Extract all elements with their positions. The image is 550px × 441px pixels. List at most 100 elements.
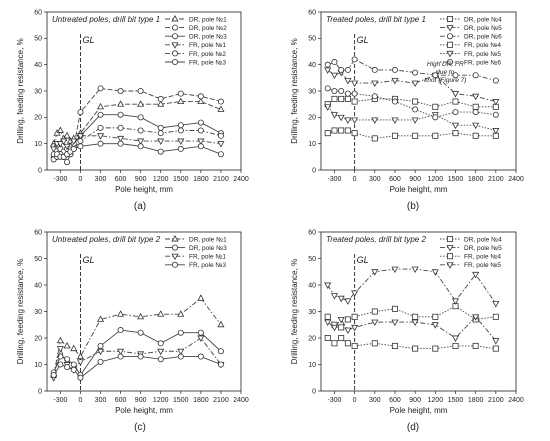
data-point [371,93,378,100]
chart-title: Untreated poles, drill bit type 1 [52,15,160,24]
data-point [157,340,164,347]
x-tick-label: 2400 [233,176,249,183]
ground-level-label: GL [357,255,369,265]
ground-level-label: GL [82,255,94,265]
data-point [452,72,459,79]
data-point [324,319,332,327]
data-point [50,372,57,379]
data-point [117,135,125,143]
data-point [137,114,144,121]
x-tick-label: 900 [409,397,421,404]
data-point [330,112,338,119]
legend-marker [171,42,179,49]
x-tick-label: 0 [353,397,357,404]
data-point [330,324,338,332]
data-point [76,133,84,140]
y-tick-label: 0 [312,167,316,174]
legend-entry: DR, pole №3 [189,34,227,41]
data-point [76,359,84,366]
x-tick-label: 300 [369,176,381,183]
data-point [451,91,460,98]
data-point [492,313,499,320]
legend-marker [171,50,178,57]
data-point [371,269,379,276]
series-line [53,101,222,144]
legend-entry: DR, pole №4 [464,16,502,23]
data-point [117,353,124,360]
y-tick-label: 30 [308,309,316,316]
data-point [411,117,419,124]
legend-entry: DR, pole №5 [464,245,502,252]
data-point [70,138,78,145]
y-tick-label: 60 [34,229,42,236]
panel-label: (d) [407,422,419,433]
x-tick-label: 1800 [468,176,484,183]
series-6 [50,140,224,160]
x-tick-label: 2400 [233,397,249,404]
data-point [351,56,358,63]
x-tick-label: 1200 [153,176,169,183]
data-point [371,117,379,124]
data-point [157,95,164,102]
y-tick-label: 60 [308,9,316,16]
data-point [338,95,345,102]
data-point [117,140,124,147]
data-point [472,271,480,279]
data-point [177,138,185,145]
data-point [137,100,145,107]
x-axis-label: Pole height, mm [115,185,173,194]
panel-label: (a) [134,201,146,212]
data-point [324,313,331,320]
data-point [96,348,105,356]
x-tick-label: 1800 [193,397,209,404]
legend-entry: FR, pole №1 [189,254,226,261]
legend-marker [446,41,453,48]
data-point [177,353,184,360]
legend-bg [162,14,238,67]
data-point [337,316,345,324]
legend-marker [171,244,178,251]
data-point [344,117,352,124]
data-point [472,132,479,139]
data-point [492,77,499,84]
data-point [157,148,164,155]
data-point [117,100,125,107]
series-4 [50,353,224,381]
legend-entry: FR, pole №2 [189,51,226,58]
data-point [324,85,331,92]
legend-entry: DR, pole №3 [189,245,227,252]
data-point [331,127,338,134]
data-point [412,98,419,105]
data-point [344,298,352,305]
data-point [338,324,345,331]
y-tick-label: 50 [34,36,42,43]
y-tick-label: 40 [34,62,42,69]
series-4 [324,127,499,142]
x-tick-label: 0 [78,176,82,183]
data-point [472,93,480,101]
data-point [391,117,399,124]
x-tick-label: 1200 [428,397,444,404]
data-point [177,97,185,105]
panel-b: 0 10 20 30 40 50 60 -300 0 300 600 900 1200 1500 1800 2… [290,9,524,212]
chart-title: Untreated poles, drill bit type 2 [52,235,161,244]
data-point [338,88,345,95]
data-point [432,114,439,121]
x-axis-label: Pole height, mm [115,406,173,415]
data-point [351,313,358,320]
data-point [338,66,345,73]
data-point [177,145,184,152]
data-point [452,130,459,137]
legend-marker [446,253,453,260]
x-tick-label: 1500 [173,176,189,183]
data-point [217,361,224,368]
y-tick-label: 0 [38,167,42,174]
annotation-line: High DR, FR [427,61,464,68]
series-3 [324,56,499,84]
data-point [338,127,345,134]
data-point [492,301,500,308]
y-tick-label: 20 [308,335,316,342]
x-tick-label: 0 [78,397,82,404]
data-point [56,336,64,344]
